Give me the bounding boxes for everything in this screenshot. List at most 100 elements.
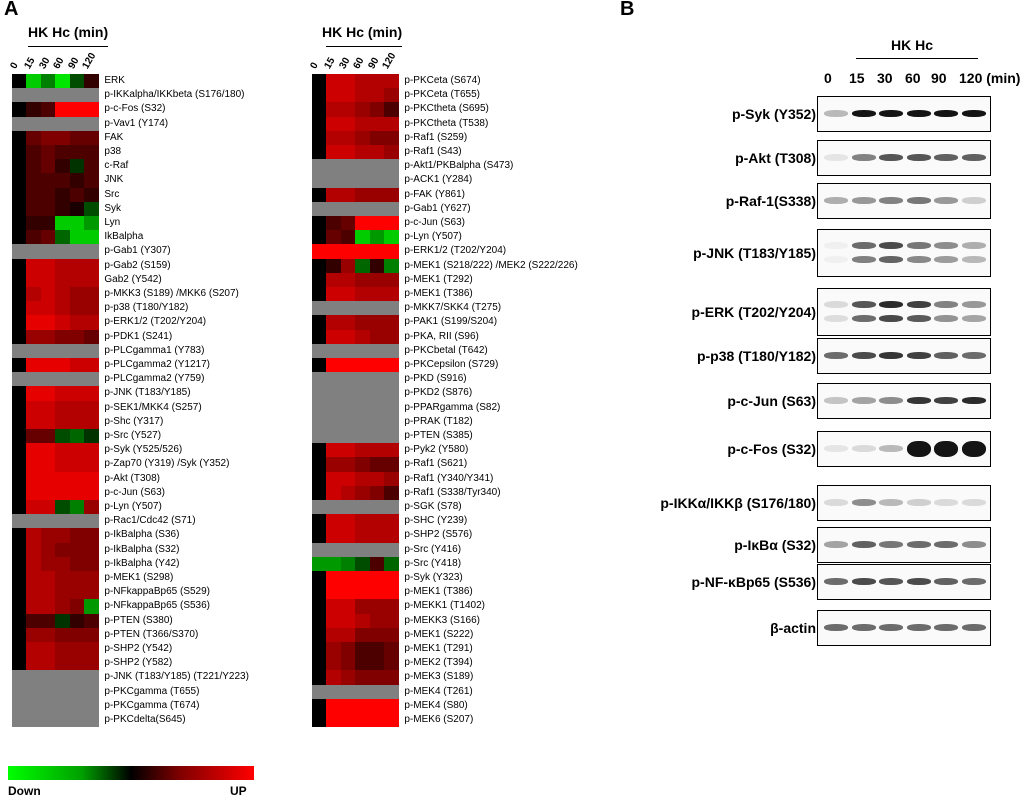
heatmap-timepoint-label: 120 (380, 51, 399, 71)
heatmap-row (12, 613, 99, 628)
western-band (824, 301, 848, 308)
heatmap-row (12, 88, 99, 103)
heatmap-cell (40, 485, 56, 500)
heatmap-cell (355, 130, 371, 145)
heatmap-cell (55, 287, 71, 302)
heatmap-row-label: p-ERK1/2 (T202/Y204) (104, 316, 207, 328)
heatmap-cell (69, 74, 85, 89)
western-band (934, 154, 958, 161)
heatmap-cell (340, 386, 356, 401)
heatmap-cell (84, 571, 99, 586)
heatmap-row-label: p-FAK (Y861) (404, 188, 465, 200)
heatmap-row-label: p-JNK (T183/Y185) (T221/Y223) (104, 671, 249, 683)
heatmap-cell (55, 74, 71, 89)
heatmap-cell (312, 400, 327, 415)
western-band (961, 624, 986, 631)
western-row-label: p-IKKα/IKKβ (S176/180) (660, 495, 816, 511)
heatmap-cell (69, 514, 85, 529)
heatmap-cell (12, 556, 27, 571)
heatmap-row-label: p-IKKalpha/IKKbeta (S176/180) (104, 89, 245, 101)
heatmap-cell (40, 556, 56, 571)
heatmap-row (12, 656, 99, 671)
heatmap-cell (369, 301, 385, 316)
heatmap-cell (26, 159, 42, 174)
heatmap-cell (355, 216, 371, 231)
western-band (934, 397, 958, 404)
heatmap-cell (12, 244, 27, 259)
heatmap-cell (55, 457, 71, 472)
heatmap-row-label: p-ACK1 (Y284) (404, 174, 473, 186)
heatmap-cell (84, 514, 99, 529)
heatmap-cell (340, 414, 356, 429)
heatmap-cell (326, 173, 342, 188)
western-row-label: p-c-Jun (S63) (727, 393, 816, 409)
heatmap-cell (55, 571, 71, 586)
heatmap-row (12, 670, 99, 685)
heatmap-cell (12, 343, 27, 358)
heatmap-row-label: p-MEK1 (S298) (104, 572, 174, 583)
heatmap-cell (69, 315, 85, 330)
heatmap-cell (340, 372, 356, 387)
heatmap-row-label: JNK (104, 174, 124, 186)
heatmap-cell (369, 443, 385, 458)
heatmap-cell (369, 358, 385, 373)
heatmap-row (12, 173, 99, 188)
western-blot-box (817, 96, 991, 132)
heatmap-cell (384, 372, 399, 387)
heatmap-cell (69, 713, 85, 728)
heatmap-cell (369, 656, 385, 671)
western-band (961, 197, 986, 204)
heatmap-cell (69, 698, 85, 713)
heatmap-cell (340, 684, 356, 699)
heatmap-cell (340, 599, 356, 614)
heatmap-row (312, 216, 399, 231)
heatmap-row-label: p-PAK1 (S199/S204) (404, 316, 498, 328)
heatmap-cell (40, 471, 56, 486)
heatmap-cell (26, 116, 42, 131)
western-band (879, 242, 903, 249)
western-row-label: p-Syk (Y352) (731, 106, 816, 122)
heatmap-cell (340, 528, 356, 543)
heatmap-cell (26, 187, 42, 202)
heatmap-cell (340, 670, 356, 685)
heatmap-cell (12, 542, 27, 557)
western-band (879, 301, 903, 308)
heatmap-row (12, 272, 99, 287)
heatmap-cell (40, 329, 56, 344)
western-band (906, 578, 931, 585)
western-band (934, 352, 958, 359)
heatmap-cell (12, 642, 27, 657)
heatmap-row-label: p-PKCbetal (T642) (404, 344, 488, 356)
heatmap-row (312, 88, 399, 103)
heatmap-cell (369, 514, 385, 529)
heatmap-cell (12, 429, 27, 444)
western-band (934, 441, 958, 457)
heatmap-row (12, 400, 99, 415)
heatmap-cell (326, 599, 342, 614)
heatmap-row (12, 201, 99, 216)
western-band (961, 441, 986, 457)
heatmap-cell (26, 88, 42, 103)
heatmap-row-label: p-SHC (Y239) (404, 515, 468, 527)
heatmap-cell (84, 372, 99, 387)
western-band (879, 352, 903, 359)
heatmap-cell (84, 656, 99, 671)
heatmap-cell (26, 315, 42, 330)
heatmap-cell (69, 173, 85, 188)
heatmap-row-label: Gab2 (Y542) (104, 273, 162, 285)
heatmap-cell (326, 130, 342, 145)
heatmap-row-label: p-Src (Y527) (104, 430, 162, 441)
heatmap-row (312, 301, 399, 316)
heatmap-cell (355, 443, 371, 458)
heatmap-cell (326, 358, 342, 373)
heatmap-cell (84, 358, 99, 373)
heatmap-cell (312, 145, 327, 160)
heatmap-cell (40, 102, 56, 117)
heatmap-cell (55, 613, 71, 628)
heatmap-cell (326, 713, 342, 728)
heatmap-cell (355, 414, 371, 429)
heatmap-cell (384, 102, 399, 117)
heatmap-cell (340, 343, 356, 358)
heatmap-cell (326, 414, 342, 429)
heatmap-cell (355, 287, 371, 302)
